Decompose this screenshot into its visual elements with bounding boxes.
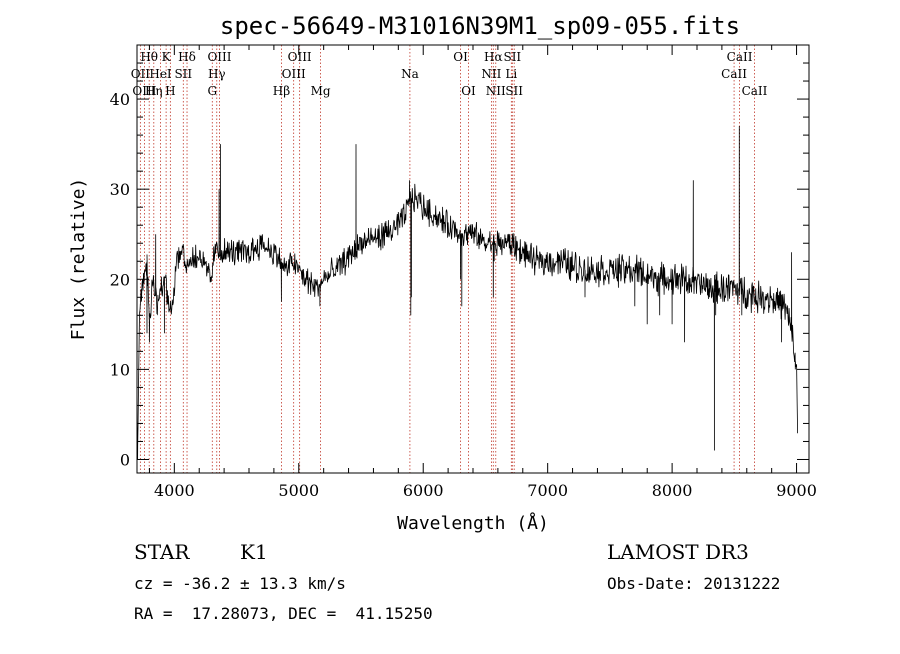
emission-line-label: OIII xyxy=(132,84,156,98)
emission-line-label: OIII xyxy=(282,67,306,81)
emission-line-label: Hβ xyxy=(273,84,290,98)
emission-line-markers xyxy=(139,45,755,473)
x-tick-label: 9000 xyxy=(776,481,817,500)
y-tick-label: 10 xyxy=(110,360,130,379)
y-tick-label: 0 xyxy=(120,450,130,469)
emission-line-label: Hα xyxy=(484,50,503,64)
x-tick-label: 6000 xyxy=(403,481,444,500)
x-tick-label: 8000 xyxy=(652,481,693,500)
y-axis-ticks: 0 10 20 30 40 xyxy=(110,62,809,469)
emission-line-label: SII xyxy=(505,84,523,98)
y-tick-label: 40 xyxy=(110,90,130,109)
y-axis-label: Flux (relative) xyxy=(68,178,89,341)
emission-line-label: OI xyxy=(453,50,468,64)
emission-line-label: OI xyxy=(461,84,476,98)
y-tick-label: 20 xyxy=(110,270,130,289)
x-tick-label: 4000 xyxy=(154,481,195,500)
emission-line-label: Hη xyxy=(145,84,163,98)
emission-line-label: Hγ xyxy=(208,67,226,81)
emission-line-label: CaII xyxy=(721,67,747,81)
emission-line-label: Mg xyxy=(311,84,331,98)
emission-line-label: HeI xyxy=(149,67,172,81)
chart-title: spec-56649-M31016N39M1_sp09-055.fits xyxy=(220,12,740,40)
emission-line-label: NII xyxy=(481,67,501,81)
emission-line-label: G xyxy=(207,84,217,98)
emission-line-label: K xyxy=(162,50,172,64)
x-axis-ticks: 4000 5000 6000 7000 8000 9000 xyxy=(148,45,817,500)
redshift-info: cz = -36.2 ± 13.3 km/s xyxy=(134,574,346,593)
emission-line-label: OII xyxy=(131,67,151,81)
coordinates-info: RA = 17.28073, DEC = 41.15250 xyxy=(134,604,433,623)
emission-line-label: SII xyxy=(174,67,192,81)
emission-line-label: OIII xyxy=(288,50,312,64)
x-tick-label: 7000 xyxy=(527,481,568,500)
spectrum-line xyxy=(136,126,798,460)
emission-line-label: Na xyxy=(401,67,419,81)
emission-line-labels: Hθ OII OIII K HeI Hη Hδ SII H OIII Hγ G OIII OIII Hβ Mg… xyxy=(131,50,768,98)
object-subclass: K1 xyxy=(240,540,268,564)
emission-line-label: H xyxy=(165,84,175,98)
observation-date: Obs-Date: 20131222 xyxy=(607,574,780,593)
emission-line-label: CaII xyxy=(727,50,753,64)
object-class: STAR xyxy=(134,540,190,564)
emission-line-label: Hθ xyxy=(140,50,158,64)
emission-line-label: OIII xyxy=(207,50,231,64)
x-tick-label: 5000 xyxy=(278,481,319,500)
x-axis-label: Wavelength (Å) xyxy=(397,512,549,534)
survey-label: LAMOST DR3 xyxy=(607,540,749,564)
emission-line-label: CaII xyxy=(742,84,768,98)
y-tick-label: 30 xyxy=(110,180,130,199)
emission-line-label: Hδ xyxy=(178,50,196,64)
emission-line-label: SII xyxy=(503,50,521,64)
emission-line-label: NII xyxy=(486,84,506,98)
emission-line-label: Li xyxy=(505,67,517,81)
